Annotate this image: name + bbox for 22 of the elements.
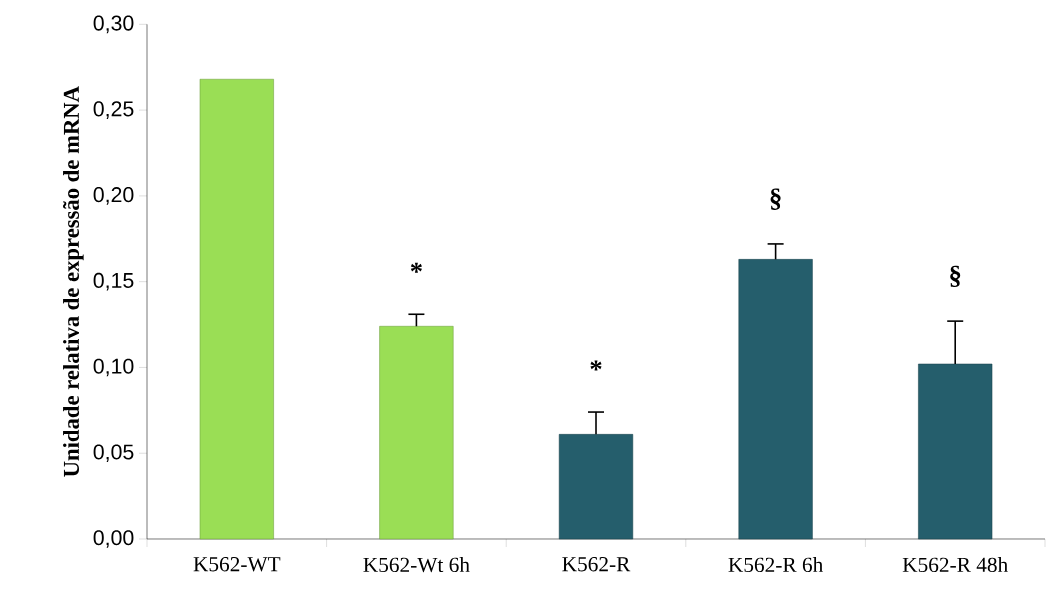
bar bbox=[558, 434, 634, 540]
x-tick-label: K562-WT bbox=[193, 557, 281, 572]
annotation: § bbox=[950, 265, 961, 288]
bar bbox=[738, 259, 813, 540]
bar bbox=[379, 326, 454, 540]
annotation: * bbox=[590, 360, 602, 371]
y-tick-label: 0,00 bbox=[93, 530, 134, 548]
annotation: § bbox=[770, 188, 781, 210]
y-axis-title: Unidade relativa de expressão de mRNA bbox=[63, 86, 84, 477]
bar bbox=[199, 78, 274, 540]
y-tick-label: 0,25 bbox=[93, 101, 134, 119]
y-tick-label: 0,05 bbox=[93, 444, 134, 463]
y-tick-label: 0,30 bbox=[93, 15, 134, 34]
x-tick-label: K562-R 48h bbox=[902, 557, 1008, 573]
annotation: * bbox=[410, 262, 422, 273]
bar bbox=[918, 363, 993, 540]
y-tick-label: 0,20 bbox=[93, 187, 134, 205]
y-tick-label: 0,15 bbox=[93, 272, 134, 291]
x-tick-label: K562-R bbox=[562, 557, 631, 572]
y-tick-label: 0,10 bbox=[93, 358, 134, 377]
x-tick-label: K562-Wt 6h bbox=[363, 557, 470, 573]
x-tick-label: K562-R 6h bbox=[728, 557, 824, 573]
